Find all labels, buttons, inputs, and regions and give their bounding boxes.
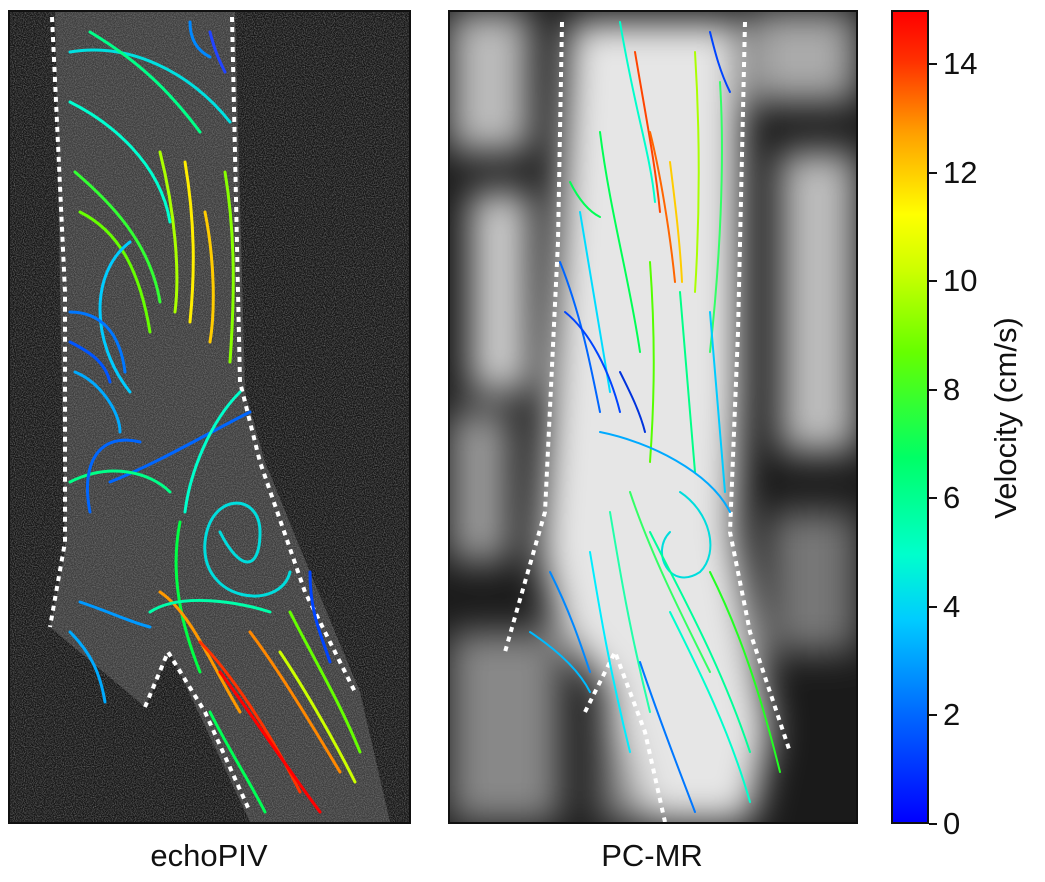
streamlines [529,21,781,813]
colorbar-tick-mark [929,280,937,283]
colorbar-tick-mark [929,497,937,500]
streamlines [68,20,362,814]
colorbar-title: Velocity (cm/s) [988,317,1023,519]
colorbar-tick-label: 12 [943,154,978,190]
vessel-boundary [48,16,357,813]
colorbar-tick-label: 14 [943,46,978,82]
vessel-boundary [503,21,792,822]
echopiv-image [10,12,409,822]
panel-label-pcmr: PC-MR [601,838,703,873]
colorbar-tick-mark [929,823,937,825]
pcmr-image [450,12,856,822]
colorbar-tick-mark [929,605,937,608]
colorbar-tick-mark [929,388,937,391]
colorbar-tick-mark [929,63,937,66]
panel-label-echopiv: echoPIV [150,838,268,873]
colorbar-tick-label: 8 [943,371,961,407]
colorbar-tick-label: 2 [943,697,961,733]
pcmr-panel [448,10,858,824]
velocity-colorbar [891,10,929,824]
colorbar-tick-label: 4 [943,588,961,624]
colorbar-tick-label: 10 [943,263,978,299]
colorbar-tick-mark [929,714,937,717]
colorbar-tick-label: 6 [943,480,961,516]
mr-background [450,12,856,822]
colorbar-tick-mark [929,171,937,174]
echopiv-panel [8,10,411,824]
colorbar-tick-label: 0 [943,806,961,841]
